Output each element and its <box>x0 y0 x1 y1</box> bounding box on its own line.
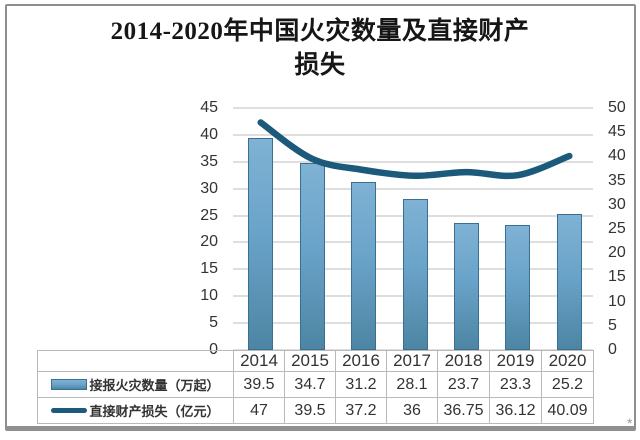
data-table: 2014 2015 2016 2017 2018 2019 2020 接报火灾数… <box>37 350 594 424</box>
year-cell: 2017 <box>386 350 438 372</box>
value-cell: 36 <box>386 397 438 424</box>
bar-2019 <box>505 224 531 350</box>
legend-cell-property-loss: 直接财产损失（亿元） <box>37 397 234 424</box>
value-cell: 37.2 <box>335 397 387 424</box>
year-cell: 2014 <box>233 350 285 372</box>
watermark-mark: * <box>627 415 633 431</box>
value-cell: 36.75 <box>437 397 490 424</box>
value-cell: 36.12 <box>489 397 542 424</box>
left-axis-tick: 20 <box>200 233 218 251</box>
right-axis-tick: 50 <box>608 99 626 116</box>
gridline <box>233 133 593 136</box>
value-cell: 23.7 <box>437 371 490 398</box>
value-cell: 28.1 <box>386 371 438 398</box>
right-axis-tick: 5 <box>608 316 617 334</box>
table-row-fire-count: 接报火灾数量（万起） 39.5 34.7 31.2 28.1 23.7 23.3… <box>37 371 594 398</box>
gridline <box>233 160 593 163</box>
left-axis-tick: 35 <box>200 152 218 170</box>
left-axis-tick: 45 <box>200 99 218 116</box>
year-cell: 2020 <box>541 350 594 372</box>
right-axis-tick: 45 <box>608 123 626 141</box>
value-cell: 47 <box>233 397 285 424</box>
value-cell: 23.3 <box>489 371 542 398</box>
table-row-property-loss: 直接财产损失（亿元） 47 39.5 37.2 36 36.75 36.12 4… <box>37 397 594 424</box>
table-corner-cell <box>37 350 234 372</box>
line-legend-swatch <box>51 408 88 413</box>
left-axis-tick: 5 <box>209 314 218 332</box>
left-axis-tick: 40 <box>200 125 218 143</box>
bar-2017 <box>402 198 428 350</box>
year-cell: 2019 <box>489 350 542 372</box>
chart-frame-border <box>5 4 636 431</box>
bar-2015 <box>299 163 325 350</box>
chart-title-line2: 损失 <box>294 52 346 79</box>
bar-2020 <box>556 214 582 350</box>
chart-title: 2014-2020年中国火灾数量及直接财产 损失 <box>0 15 640 83</box>
left-axis-tick: 15 <box>200 260 218 278</box>
gridline <box>233 107 593 109</box>
value-cell: 39.5 <box>284 397 336 424</box>
right-axis-tick: 40 <box>608 147 626 165</box>
right-axis-tick: 35 <box>608 171 626 189</box>
value-cell: 31.2 <box>335 371 387 398</box>
right-axis-tick: 15 <box>608 268 626 286</box>
left-axis-tick: 25 <box>200 206 218 224</box>
bar-2016 <box>351 182 377 350</box>
bar-series-label: 接报火灾数量（万起） <box>89 378 220 393</box>
left-axis-tick: 0 <box>209 341 218 358</box>
right-axis-tick: 25 <box>608 220 626 237</box>
left-axis-tick: 30 <box>200 179 218 197</box>
right-axis-tick: 20 <box>608 244 626 262</box>
value-cell: 40.09 <box>541 397 594 424</box>
bar-legend-swatch <box>51 379 88 390</box>
bar-2014 <box>248 137 274 350</box>
right-axis-tick: 10 <box>608 292 626 310</box>
value-cell: 25.2 <box>541 371 594 398</box>
year-cell: 2015 <box>284 350 336 372</box>
year-cell: 2016 <box>335 350 387 372</box>
legend-cell-fire-count: 接报火灾数量（万起） <box>37 371 234 398</box>
left-axis-tick: 10 <box>200 287 218 305</box>
right-axis-tick: 30 <box>608 195 626 213</box>
table-row-years: 2014 2015 2016 2017 2018 2019 2020 <box>37 350 594 372</box>
right-axis-tick: 0 <box>608 341 617 358</box>
bar-2018 <box>453 222 479 350</box>
line-series-label: 直接财产损失（亿元） <box>89 404 220 419</box>
value-cell: 34.7 <box>284 371 336 398</box>
year-cell: 2018 <box>437 350 490 372</box>
chart-title-line1: 2014-2020年中国火灾数量及直接财产 <box>110 18 530 45</box>
value-cell: 39.5 <box>233 371 285 398</box>
gridline <box>233 187 593 190</box>
